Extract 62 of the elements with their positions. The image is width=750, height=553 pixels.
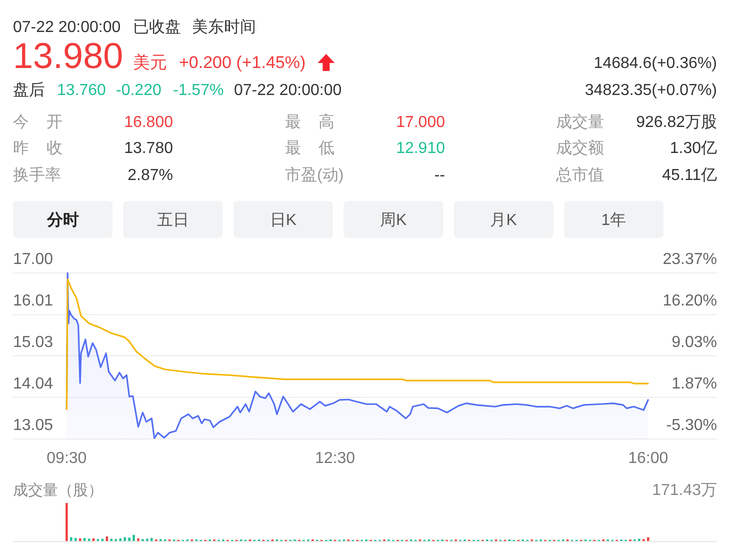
text: 分时 bbox=[46, 211, 79, 229]
bar bbox=[119, 538, 122, 541]
x-tick-label: 16:00 bbox=[628, 450, 668, 467]
text: 美元 bbox=[133, 53, 167, 72]
text: -1.57% bbox=[173, 82, 224, 99]
text: 07-22 20:00:00 bbox=[13, 19, 121, 36]
text: 已收盘 bbox=[133, 19, 181, 36]
bar bbox=[106, 536, 108, 541]
text: 1年 bbox=[601, 212, 626, 229]
bar bbox=[137, 538, 140, 541]
bar bbox=[70, 537, 72, 541]
text: 13.780 bbox=[124, 140, 174, 157]
y2-tick-label: 16.20% bbox=[662, 292, 717, 310]
y-tick-label: 14.04 bbox=[13, 375, 54, 392]
text: 五日 bbox=[156, 212, 189, 229]
chart-title: 成交量（股） bbox=[13, 482, 103, 499]
text: 171.43万 bbox=[652, 482, 717, 499]
bar bbox=[66, 503, 68, 541]
text: 昨 收 bbox=[13, 140, 62, 157]
text: 14684.6(+0.36%) bbox=[594, 55, 717, 72]
x-tick-label: 12:30 bbox=[315, 450, 356, 467]
y-tick-label: 13.05 bbox=[13, 417, 54, 434]
text: 07-22 20:00:00 bbox=[234, 82, 342, 99]
text: 日K bbox=[270, 212, 297, 229]
bar bbox=[132, 534, 135, 541]
text: 2.87% bbox=[128, 167, 173, 184]
text: 1.30亿 bbox=[670, 140, 717, 157]
bar bbox=[124, 537, 126, 541]
text: -- bbox=[434, 167, 445, 184]
text: 成交量 bbox=[556, 113, 604, 131]
text: 美东时间 bbox=[192, 18, 256, 36]
text: -0.220 bbox=[116, 82, 162, 99]
y-tick-label: 16.01 bbox=[13, 292, 54, 310]
text: 12.910 bbox=[396, 140, 446, 157]
text: 月K bbox=[490, 212, 518, 229]
text: 总市值 bbox=[555, 166, 604, 184]
x-tick-label: 09:30 bbox=[46, 450, 87, 467]
y2-tick-label: 1.87% bbox=[672, 375, 717, 392]
text: 盘后 bbox=[13, 81, 45, 99]
text: 今 开 bbox=[13, 114, 62, 131]
text: +0.200 (+1.45%) bbox=[179, 53, 306, 72]
y-tick-label: 17.00 bbox=[13, 251, 54, 268]
text: 成交额 bbox=[556, 139, 604, 157]
text: 换手率 bbox=[13, 166, 61, 184]
text: 34823.35(+0.07%) bbox=[584, 82, 717, 99]
text: 最 高 bbox=[285, 113, 334, 131]
text: 最 低 bbox=[285, 140, 334, 157]
text: 926.82万股 bbox=[636, 114, 717, 131]
text: 周K bbox=[380, 212, 408, 229]
text: 13.980 bbox=[13, 35, 124, 76]
y2-tick-label: 9.03% bbox=[672, 334, 717, 352]
text: 16.800 bbox=[124, 114, 174, 131]
y2-tick-label: -5.30% bbox=[666, 417, 717, 434]
bar bbox=[128, 538, 130, 541]
y2-tick-label: 23.37% bbox=[662, 251, 717, 268]
text: 17.000 bbox=[396, 114, 446, 131]
bar bbox=[150, 538, 153, 541]
text: 13.760 bbox=[57, 82, 106, 99]
text: 市盈(动) bbox=[285, 166, 344, 184]
y-tick-label: 15.03 bbox=[13, 334, 54, 351]
bar bbox=[647, 537, 650, 541]
text: 45.11亿 bbox=[662, 167, 717, 184]
